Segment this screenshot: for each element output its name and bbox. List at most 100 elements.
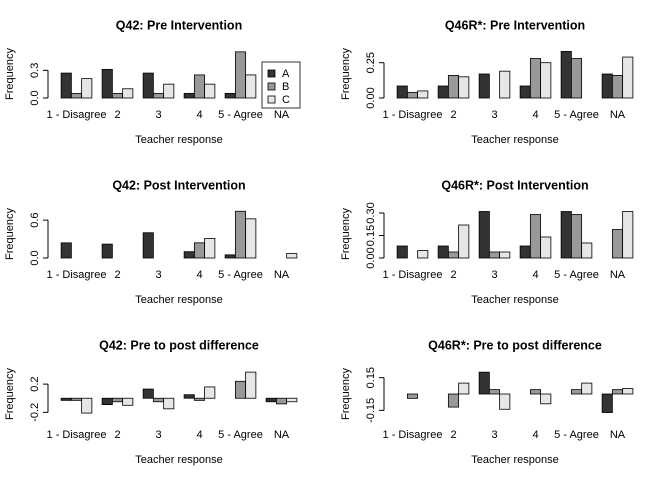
bar [163, 397, 175, 410]
x-tick-label: NA [610, 109, 626, 121]
bar [529, 214, 542, 259]
bar [601, 393, 613, 413]
bar [204, 238, 216, 259]
bar [458, 382, 470, 395]
bar [540, 393, 552, 405]
legend-label: B [282, 81, 289, 93]
bar [478, 73, 490, 99]
bar [458, 76, 470, 99]
bar [183, 251, 195, 259]
y-tick-label: 0.3 [29, 63, 41, 78]
bar [101, 397, 113, 405]
bar [234, 380, 247, 399]
bar [581, 242, 593, 259]
bar [611, 75, 624, 99]
x-tick-label: 4 [532, 109, 538, 121]
bar [447, 75, 460, 99]
x-tick-label: 2 [450, 429, 456, 441]
legend-label: A [282, 68, 290, 80]
bar [60, 242, 72, 259]
y-tick-label: -0.2 [29, 403, 41, 422]
legend-label: C [282, 94, 290, 106]
x-tick-label: 1 - Disagree [383, 429, 443, 441]
bar [417, 90, 429, 99]
bar [611, 389, 624, 395]
x-axis-label: Teacher response [135, 454, 222, 466]
bar [142, 72, 154, 99]
legend-swatch [267, 69, 276, 78]
bar [142, 388, 154, 399]
bar [499, 251, 511, 259]
x-tick-label: NA [274, 429, 290, 441]
bar [478, 371, 490, 395]
bar [81, 78, 93, 99]
y-axis-label: Frequency [340, 368, 352, 420]
bar [70, 397, 83, 401]
bar [406, 393, 419, 399]
x-tick-label: 1 - Disagree [47, 269, 107, 281]
chart-title: Q42: Pre to post difference [99, 338, 259, 352]
bar [529, 389, 542, 395]
x-tick-label: 1 - Disagree [47, 109, 107, 121]
x-tick-label: 5 - Agree [554, 429, 599, 441]
bar [152, 397, 165, 403]
x-axis-label: Teacher response [471, 294, 558, 306]
bar [540, 62, 552, 99]
x-axis-label: Teacher response [471, 454, 558, 466]
y-tick-label: 0.00 [365, 247, 377, 268]
legend-swatch [267, 82, 276, 91]
x-tick-label: 2 [450, 269, 456, 281]
bar [488, 251, 501, 259]
bar [183, 92, 195, 99]
bar [152, 92, 165, 99]
bar [81, 397, 93, 414]
y-tick-label: 0.15 [365, 225, 377, 246]
chart-title: Q42: Pre Intervention [116, 18, 242, 32]
x-tick-label: 3 [491, 269, 497, 281]
y-tick-label: 0.2 [29, 376, 41, 391]
bar [529, 58, 542, 99]
x-tick-label: NA [610, 269, 626, 281]
x-tick-label: 4 [532, 429, 538, 441]
bar [570, 58, 583, 99]
chart-title: Q42: Post Intervention [112, 178, 245, 192]
bar [417, 250, 429, 259]
x-tick-label: 2 [114, 109, 120, 121]
bar [622, 388, 634, 395]
bar [111, 397, 124, 403]
x-tick-label: 4 [196, 429, 202, 441]
bar [101, 243, 113, 259]
bar [406, 91, 419, 99]
x-axis-label: Teacher response [135, 134, 222, 146]
x-tick-label: 1 - Disagree [383, 269, 443, 281]
bar [163, 83, 175, 99]
bar [183, 394, 195, 399]
x-tick-label: 2 [114, 269, 120, 281]
bar [193, 74, 206, 99]
x-tick-label: 4 [196, 109, 202, 121]
bar [437, 245, 449, 259]
bar [570, 389, 583, 395]
x-tick-label: 3 [155, 429, 161, 441]
bar [581, 382, 593, 395]
bar [447, 251, 460, 259]
bar [499, 70, 511, 99]
y-tick-label: 0.15 [365, 367, 377, 388]
bar [70, 92, 83, 99]
y-tick-label: 0.6 [29, 212, 41, 227]
bar [286, 253, 298, 259]
y-tick-label: 0.00 [365, 87, 377, 108]
y-tick-label: 0.30 [365, 202, 377, 223]
chart-title: Q46R*: Pre to post difference [428, 338, 602, 352]
x-tick-label: 4 [532, 269, 538, 281]
bar [142, 232, 154, 259]
bar [122, 88, 134, 99]
x-tick-label: 5 - Agree [218, 269, 263, 281]
bar [245, 74, 257, 99]
x-tick-label: 5 - Agree [554, 109, 599, 121]
x-tick-label: 3 [491, 109, 497, 121]
bar [622, 211, 634, 259]
x-tick-label: 3 [155, 269, 161, 281]
